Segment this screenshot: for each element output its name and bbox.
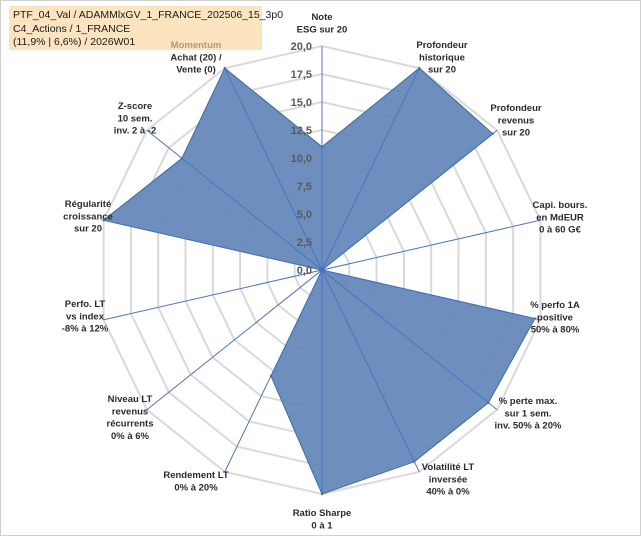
radial-axis-11: [103, 219, 323, 271]
axis-label-10-line-2: -8% à 12%: [62, 324, 109, 335]
radial-axis-4: [321, 269, 541, 321]
tick-label-0: 0,0: [297, 265, 312, 277]
axis-label-3-line-2: 0 à 60 G€: [539, 225, 581, 236]
axis-label-2-line-1: revenus: [498, 115, 534, 126]
radial-axis-8: [224, 269, 323, 472]
tick-label-7: 17,5: [291, 69, 312, 81]
axis-label-0-line-1: ESG sur 20: [297, 24, 348, 35]
axis-label-3-line-0: Capi. bours.: [533, 200, 588, 211]
radial-axis-9: [146, 269, 323, 411]
axis-label-9-line-2: récurrents: [107, 419, 154, 430]
axis-label-8-line-0: Rendement LT: [163, 470, 228, 481]
info-line-1: PTF_04_Val / ADAMMlxGV_1_FRANCE_202506_1…: [13, 9, 284, 21]
axis-label-0-line-0: Note: [311, 12, 332, 23]
info-line-2: C4_Actions / 1_FRANCE: [13, 22, 131, 35]
axis-label-13-line-1: Achat (20) /: [170, 52, 222, 63]
radial-axis-3: [321, 219, 541, 271]
axis-label-1-line-0: Profondeur: [416, 40, 467, 51]
axis-label-4-line-0: % perfo 1A: [530, 300, 580, 311]
radial-axis-2: [321, 129, 498, 271]
tick-label-2: 5,0: [297, 209, 312, 221]
tick-label-5: 12,5: [291, 125, 312, 137]
axis-label-9-line-1: revenus: [112, 406, 148, 417]
tick-label-1: 2,5: [297, 237, 312, 249]
axis-label-12-line-0: Z-score: [118, 101, 152, 112]
axis-label-3-line-1: en MdEUR: [536, 212, 584, 223]
axis-label-6-line-1: inversée: [429, 474, 468, 485]
axis-label-6-line-2: 40% à 0%: [426, 487, 470, 498]
axis-label-9-line-3: 0% à 6%: [111, 431, 150, 442]
info-line-3: (11,9% | 6,6%) / 2026W01: [13, 36, 136, 48]
portfolio-info-box: PTF_04_Val / ADAMMlxGV_1_FRANCE_202506_1…: [9, 6, 284, 50]
radial-axis-13: [224, 68, 323, 271]
axis-label-10-line-0: Perfo. LT: [65, 299, 106, 310]
axis-label-1-line-2: sur 20: [428, 65, 456, 76]
radial-axis-6: [321, 269, 420, 472]
axis-label-13-line-2: Vente (0): [176, 65, 216, 76]
axis-label-6-line-0: Volatilité LT: [422, 462, 475, 473]
radial-axis-10: [103, 269, 323, 321]
axis-label-12-line-2: inv. 2 à -2: [114, 126, 157, 137]
tick-label-4: 10,0: [291, 153, 312, 165]
axis-label-1-line-1: historique: [419, 52, 465, 63]
radial-axis-5: [321, 269, 498, 411]
axis-label-5-line-1: sur 1 sem.: [505, 408, 552, 419]
tick-label-3: 7,5: [297, 181, 312, 193]
tick-label-6: 15,0: [291, 97, 312, 109]
axis-label-12-line-1: 10 sem.: [118, 113, 153, 124]
axis-label-13-line-0: Momentum: [171, 40, 222, 51]
axis-label-11-line-0: Régularité: [65, 199, 111, 210]
axis-label-4-line-1: positive: [537, 312, 573, 323]
axis-label-5-line-0: % perte max.: [499, 396, 558, 407]
axis-label-10-line-1: vs index: [66, 311, 105, 322]
axis-label-2-line-0: Profondeur: [490, 103, 541, 114]
axis-label-7-line-0: Ratio Sharpe: [293, 508, 352, 519]
axis-label-7-line-1: 0 à 1: [311, 520, 333, 531]
axis-label-4-line-2: 50% à 80%: [531, 325, 580, 336]
axis-label-8-line-1: 0% à 20%: [174, 482, 218, 493]
radial-axis-1: [321, 68, 420, 271]
axis-label-9-line-0: Niveau LT: [108, 394, 153, 405]
radial-axis-12: [146, 129, 323, 271]
axis-label-5-line-2: inv. 50% à 20%: [495, 421, 562, 432]
axis-label-11-line-2: sur 20: [74, 224, 102, 235]
axis-label-2-line-2: sur 20: [502, 128, 530, 139]
axis-label-11-line-1: croissance: [63, 211, 113, 222]
tick-label-8: 20,0: [291, 41, 312, 53]
